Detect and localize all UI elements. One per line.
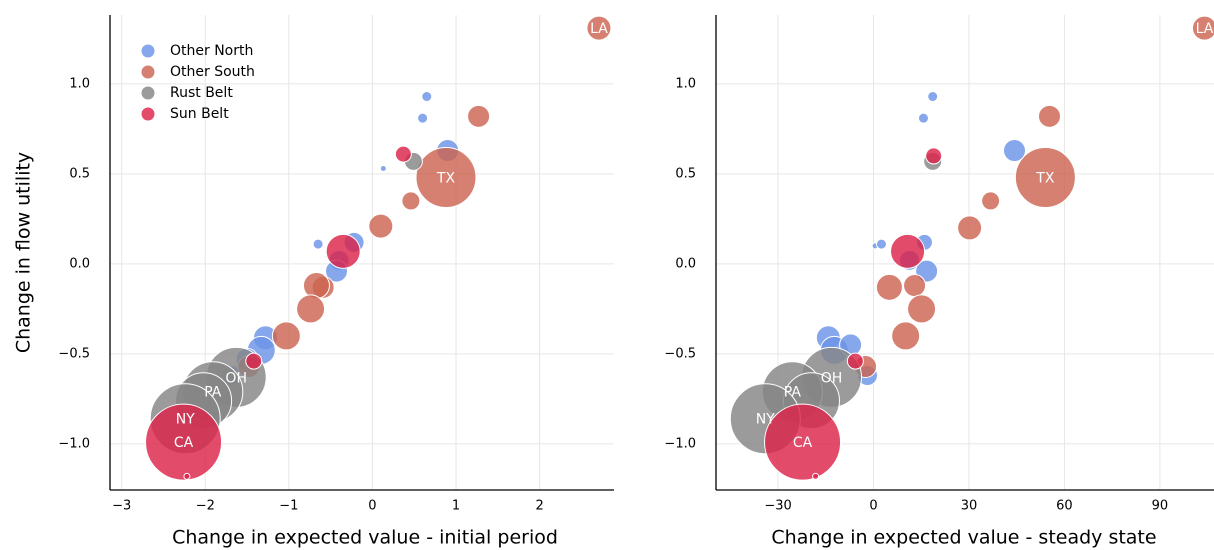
- y-tick-label: −1.0: [664, 436, 696, 451]
- x-tick-label: 1: [452, 499, 460, 514]
- x-tick-label: −2: [196, 499, 215, 514]
- bubble: [302, 272, 330, 300]
- legend-marker: [141, 44, 155, 58]
- point-label: CA: [793, 435, 813, 451]
- legend-marker: [141, 86, 155, 100]
- bubble: [875, 238, 887, 250]
- point-label: OH: [225, 370, 247, 386]
- x-tick-label: 0: [368, 499, 376, 514]
- bubble: [586, 15, 612, 41]
- point-label: NY: [756, 412, 775, 428]
- y-axis-label: Change in flow utility: [13, 152, 35, 353]
- bubble: [917, 112, 929, 124]
- bubble: [907, 294, 937, 324]
- bubble: [764, 403, 842, 481]
- bubble: [812, 472, 820, 480]
- bubble: [379, 165, 387, 173]
- bubble: [245, 352, 263, 370]
- point-label: PA: [784, 385, 802, 401]
- x-tick-label: 0: [869, 499, 877, 514]
- bubble: [296, 294, 326, 324]
- point-label: OH: [821, 370, 843, 386]
- point-label: LA: [590, 21, 608, 37]
- bubble: [875, 273, 903, 301]
- bubble: [394, 145, 412, 163]
- point-label: NY: [176, 412, 195, 428]
- panel: −30 0 30 60 90 −1.0 −0.5 0.0 0.5 1.0 Change in exp…: [664, 15, 1214, 549]
- bubble: [368, 213, 394, 239]
- point-label: CA: [174, 435, 194, 451]
- bubble: [415, 147, 477, 209]
- point-label: TX: [436, 171, 456, 187]
- x-tick-label: 60: [1056, 499, 1073, 514]
- bubble: [903, 274, 927, 298]
- legend: Other North Other South Rust Belt Sun Belt: [141, 43, 255, 122]
- legend-marker: [141, 65, 155, 79]
- x-tick-label: −30: [764, 499, 791, 514]
- bubble: [325, 233, 361, 269]
- bubble: [846, 352, 864, 370]
- bubble: [890, 233, 926, 269]
- y-tick-label: 1.0: [675, 76, 696, 91]
- bubble: [1002, 139, 1026, 163]
- bubble: [183, 472, 191, 480]
- y-tick-label: 0.5: [69, 166, 90, 181]
- legend-marker: [141, 107, 155, 121]
- legend-label: Other North: [170, 43, 253, 59]
- y-tick-label: 1.0: [69, 76, 90, 91]
- bubble: [1014, 147, 1076, 209]
- x-tick-label: −1: [279, 499, 298, 514]
- bubble: [891, 321, 921, 351]
- y-tick-label: −0.5: [664, 346, 696, 361]
- y-tick-label: 0.0: [675, 256, 696, 271]
- y-tick-label: 0.0: [69, 256, 90, 271]
- x-tick-label: −3: [112, 499, 131, 514]
- x-tick-label: 30: [961, 499, 978, 514]
- x-axis-label: Change in expected value - steady state: [771, 527, 1156, 549]
- bubble: [417, 112, 429, 124]
- bubble: [957, 215, 983, 241]
- x-tick-label: 90: [1152, 499, 1169, 514]
- point-label: LA: [1196, 21, 1214, 37]
- legend-label: Rust Belt: [170, 85, 233, 101]
- bubble: [1191, 15, 1214, 41]
- y-tick-label: −0.5: [58, 346, 90, 361]
- bubble: [925, 147, 943, 165]
- y-tick-label: −1.0: [58, 436, 90, 451]
- bubble: [271, 321, 301, 351]
- legend-label: Other South: [170, 64, 255, 80]
- point-label: TX: [1035, 171, 1055, 187]
- bubble: [927, 91, 939, 103]
- point-label: PA: [204, 385, 222, 401]
- bubble: [145, 403, 223, 481]
- x-axis-label: Change in expected value - initial perio…: [172, 527, 558, 549]
- x-tick-label: 2: [535, 499, 543, 514]
- bubble: [401, 191, 421, 211]
- y-tick-label: 0.5: [675, 166, 696, 181]
- bubble: [981, 191, 1001, 211]
- bubble: [312, 238, 324, 250]
- bubble: [421, 91, 433, 103]
- panel: −3 −2 −1 0 1 2 −1.0 −0.5 0.0 0.5 1.0 Change in expe…: [13, 15, 614, 549]
- legend-label: Sun Belt: [170, 106, 229, 122]
- bubble: [467, 104, 491, 128]
- bubble: [1037, 104, 1061, 128]
